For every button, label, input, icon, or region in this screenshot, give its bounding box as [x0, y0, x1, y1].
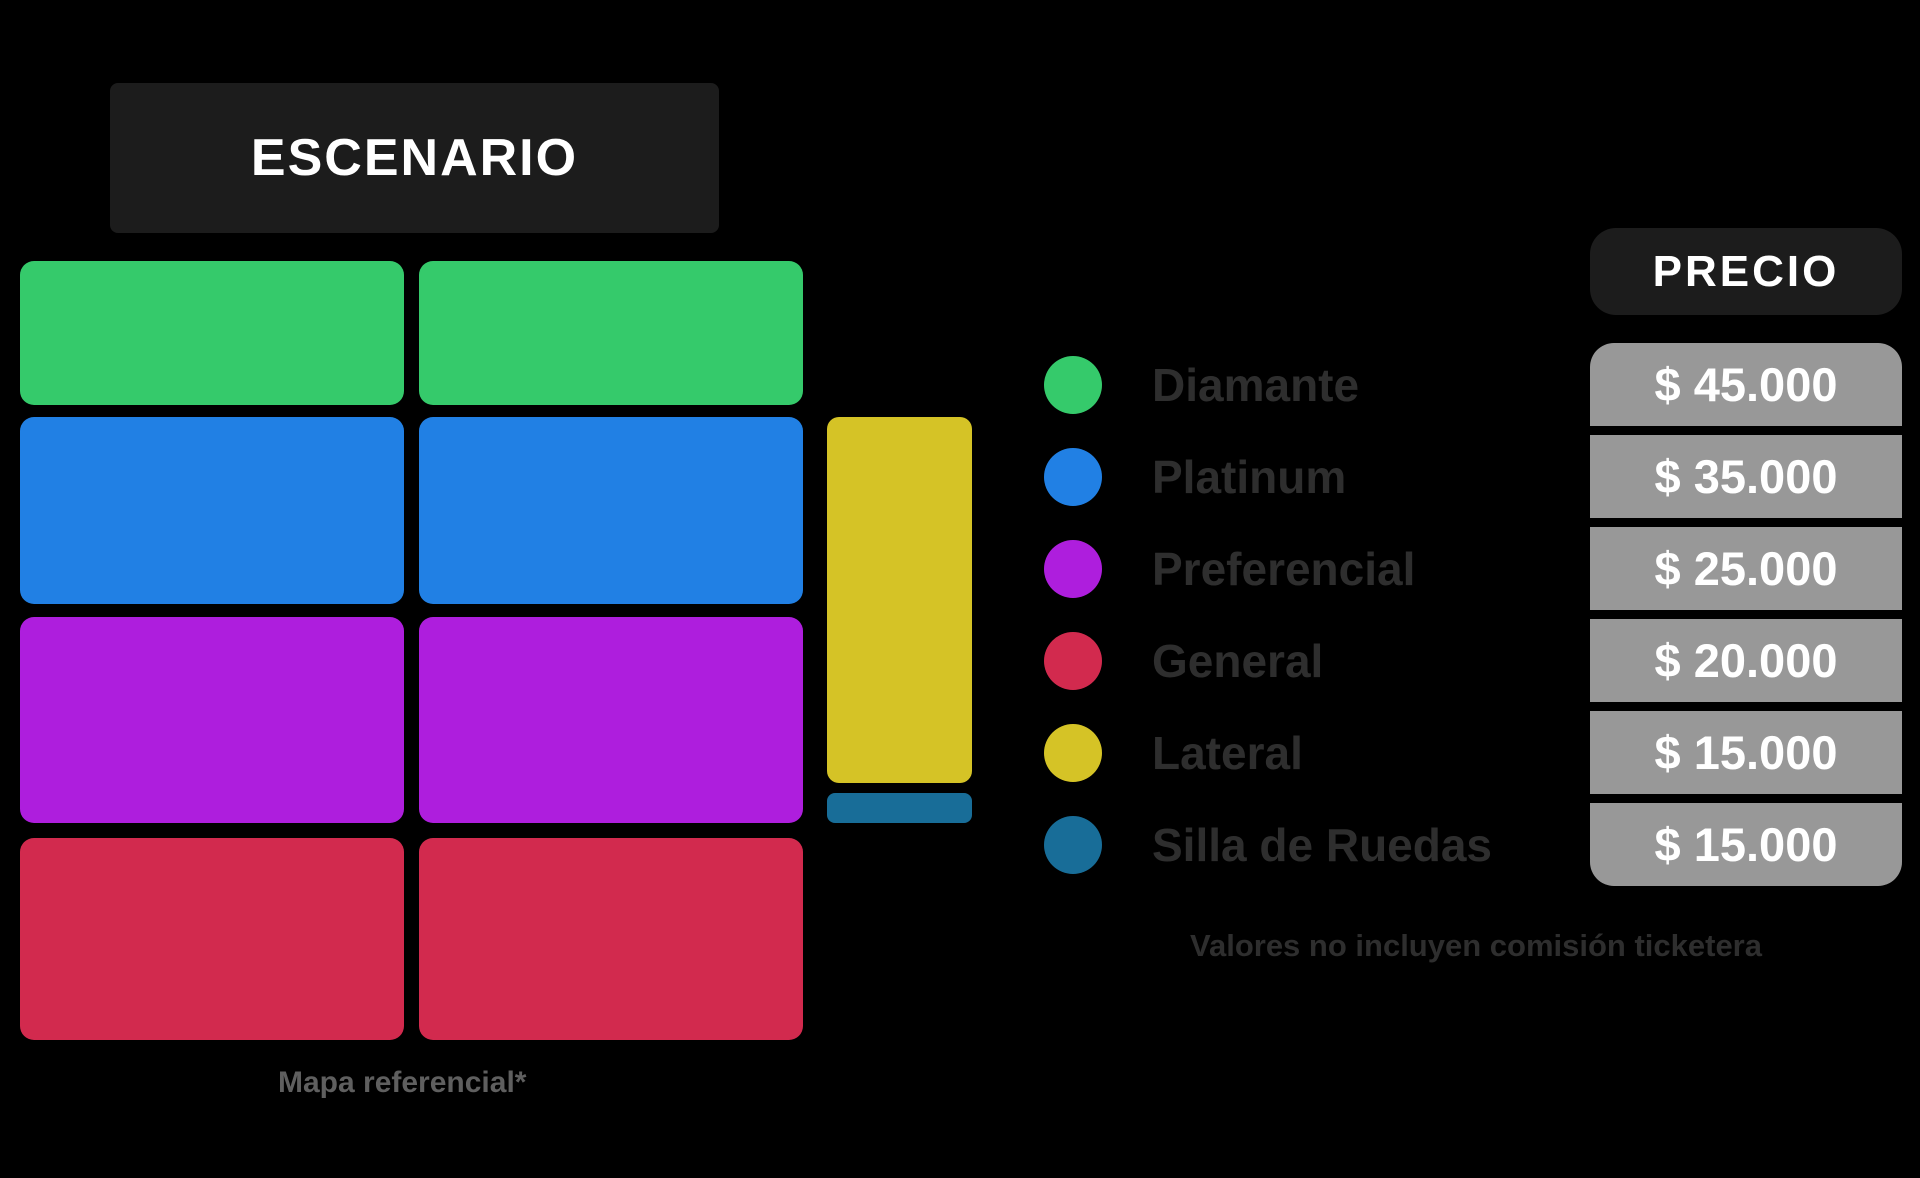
price-header-label: PRECIO [1652, 246, 1840, 296]
platinum-color-dot-icon [1044, 447, 1102, 506]
legend-label-diamante: Diamante [1152, 358, 1360, 411]
seat-block-preferencial-right [419, 617, 803, 823]
legend-label-preferencial: Preferencial [1152, 542, 1416, 595]
preferencial-color-dot-icon [1044, 539, 1102, 598]
legend-row-platinum: Platinum [1044, 435, 1346, 518]
legend-label-silla-de-ruedas: Silla de Ruedas [1152, 818, 1493, 871]
seat-block-diamante-right [419, 261, 803, 405]
price-cell-diamante: $ 45.000 [1590, 343, 1902, 426]
legend-row-preferencial: Preferencial [1044, 527, 1415, 610]
legend-label-general: General [1152, 634, 1324, 687]
price-cell-general: $ 20.000 [1590, 619, 1902, 702]
seat-block-lateral [827, 417, 972, 783]
stage-label: ESCENARIO [250, 129, 579, 187]
diamante-color-dot-icon [1044, 355, 1102, 414]
seat-block-platinum-left [20, 417, 404, 604]
lateral-color-dot-icon [1044, 723, 1102, 782]
legend-label-platinum: Platinum [1152, 450, 1347, 503]
legend-row-diamante: Diamante [1044, 343, 1359, 426]
legend-row-general: General [1044, 619, 1323, 702]
silla-de-ruedas-color-dot-icon [1044, 815, 1102, 874]
price-column-header: PRECIO [1590, 228, 1902, 315]
legend-row-lateral: Lateral [1044, 711, 1303, 794]
seat-block-general-left [20, 838, 404, 1040]
commission-note: Valores no incluyen comisión ticketera [1190, 928, 1762, 963]
seat-block-platinum-right [419, 417, 803, 604]
seat-block-diamante-left [20, 261, 404, 405]
price-cell-platinum: $ 35.000 [1590, 435, 1902, 518]
legend-row-silla-de-ruedas: Silla de Ruedas [1044, 803, 1492, 886]
price-cell-silla-de-ruedas: $ 15.000 [1590, 803, 1902, 886]
legend-label-lateral: Lateral [1152, 726, 1303, 779]
seat-block-general-right [419, 838, 803, 1040]
seat-block-preferencial-left [20, 617, 404, 823]
general-color-dot-icon [1044, 631, 1102, 690]
price-cell-preferencial: $ 25.000 [1590, 527, 1902, 610]
price-cell-lateral: $ 15.000 [1590, 711, 1902, 794]
map-disclaimer: Mapa referencial* [278, 1066, 527, 1099]
stage-banner: ESCENARIO [110, 83, 719, 233]
seat-block-silla-de-ruedas [827, 793, 972, 823]
